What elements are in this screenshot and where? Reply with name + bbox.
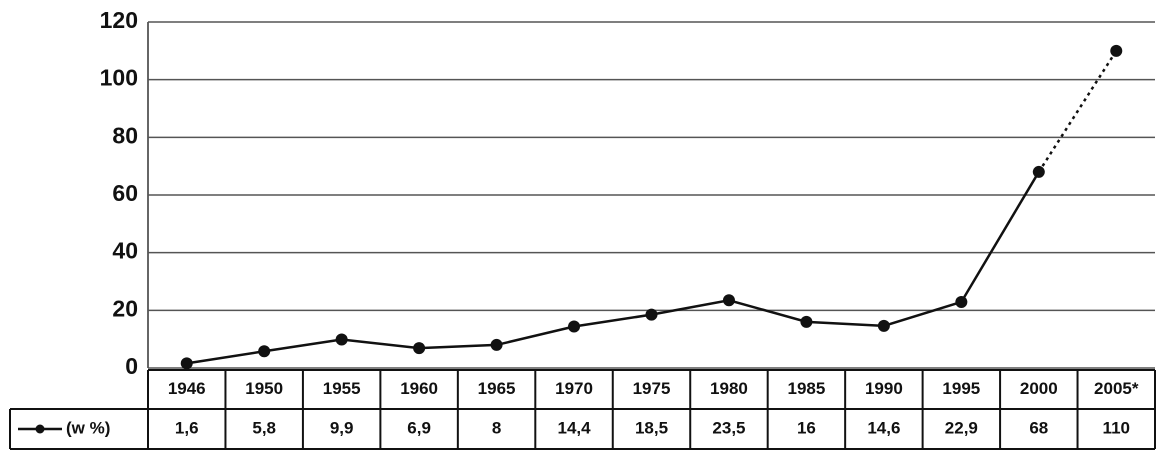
legend-marker — [35, 424, 45, 434]
data-label: 8 — [492, 418, 501, 437]
y-tick-label: 0 — [125, 353, 138, 379]
x-tick-label: 1946 — [168, 379, 206, 398]
y-tick-label: 20 — [112, 295, 138, 321]
x-tick-label: 1965 — [478, 379, 516, 398]
line — [186, 171, 1040, 365]
x-tick-label: 1980 — [710, 379, 748, 398]
data-label: 16 — [797, 418, 816, 437]
y-tick-label: 40 — [112, 238, 138, 264]
x-tick-label: 1985 — [788, 379, 826, 398]
x-tick-label: 1950 — [245, 379, 283, 398]
y-tick-label: 100 — [100, 65, 138, 91]
x-tick-label: 1955 — [323, 379, 361, 398]
point — [800, 315, 813, 328]
point — [335, 333, 348, 346]
y-tick-label: 60 — [112, 180, 138, 206]
x-tick-label: 1975 — [633, 379, 671, 398]
data-label: 14,4 — [557, 418, 591, 437]
point — [490, 338, 503, 351]
point — [258, 345, 271, 358]
data-label: 6,9 — [407, 418, 431, 437]
y-tick-label: 120 — [100, 7, 138, 33]
x-tick-label: 1995 — [942, 379, 980, 398]
data-label: 18,5 — [635, 418, 668, 437]
point — [955, 295, 968, 308]
data-label: 110 — [1103, 418, 1130, 437]
data-label: 14,6 — [867, 418, 900, 437]
data-label: 23,5 — [712, 418, 745, 437]
point — [1110, 44, 1123, 57]
y-tick-label: 80 — [112, 122, 138, 148]
data-label: 68 — [1029, 418, 1048, 437]
legend-label: (w %) — [66, 418, 110, 437]
point — [413, 342, 426, 355]
x-tick-label: 1990 — [865, 379, 903, 398]
point — [877, 319, 890, 332]
x-tick-label: 2005* — [1094, 379, 1139, 398]
point — [645, 308, 658, 321]
x-tick-label: 1960 — [400, 379, 438, 398]
x-tick-label: 1970 — [555, 379, 593, 398]
point — [180, 357, 193, 370]
data-label: 22,9 — [945, 418, 978, 437]
point — [722, 294, 735, 307]
data-label: 1,6 — [175, 418, 199, 437]
data-label: 5,8 — [252, 418, 276, 437]
x-tick-label: 2000 — [1020, 379, 1058, 398]
projected-line — [1037, 50, 1118, 173]
point — [1032, 165, 1045, 178]
data-label: 9,9 — [330, 418, 354, 437]
point — [568, 320, 581, 333]
